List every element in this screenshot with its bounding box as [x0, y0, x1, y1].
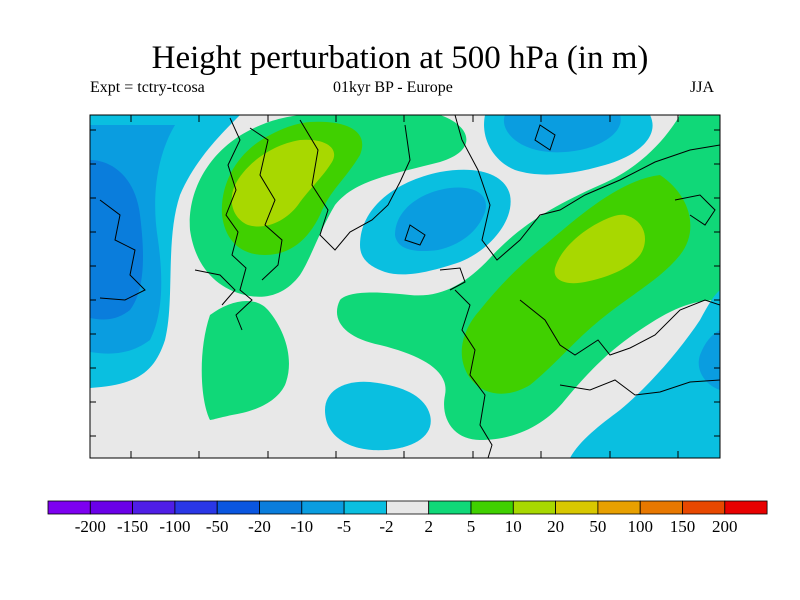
contour-neg-south	[570, 290, 720, 458]
legend-color-box	[428, 500, 472, 515]
contour-neg5-northeast	[503, 115, 621, 153]
contour-pos10-southeast	[554, 214, 645, 284]
legend-color-box	[301, 500, 345, 515]
contour-neg10-west	[90, 160, 143, 320]
legend-label: -2	[379, 517, 393, 536]
legend-label: -150	[117, 517, 148, 536]
legend-label: 200	[712, 517, 738, 536]
contour-pos-southwest	[201, 300, 289, 420]
legend-label: -20	[248, 517, 271, 536]
experiment-label: Expt = tctry-tcosa	[90, 79, 205, 96]
contour-neg-bottom	[325, 381, 431, 451]
legend-color-box	[682, 500, 726, 515]
period-label: 01kyr BP - Europe	[333, 79, 453, 96]
legend-label: 100	[627, 517, 653, 536]
legend-label: 150	[670, 517, 696, 536]
contour-neg5-south	[698, 330, 720, 390]
map-frame	[89, 114, 721, 459]
legend-color-box	[47, 500, 91, 515]
legend-label: 50	[589, 517, 606, 536]
legend-color-box	[597, 500, 641, 515]
legend-color-box	[385, 500, 430, 515]
legend-label: -200	[75, 517, 106, 536]
contour-neg5-center	[395, 187, 486, 252]
map-title: Height perturbation at 500 hPa (in m)	[151, 40, 649, 76]
legend-color-box	[724, 500, 768, 515]
legend-label: -5	[337, 517, 351, 536]
legend-color-box	[132, 500, 176, 515]
legend-label: 2	[424, 517, 433, 536]
legend-label: -100	[159, 517, 190, 536]
season-label: JJA	[690, 79, 715, 96]
legend-color-box	[343, 500, 387, 515]
coastlines	[99, 115, 720, 458]
legend-color-box	[470, 500, 514, 515]
legend-color-box	[259, 500, 303, 515]
legend-label: 10	[505, 517, 522, 536]
legend-color-box	[216, 500, 260, 515]
legend-label: -50	[206, 517, 229, 536]
legend-color-box	[639, 500, 683, 515]
legend-color-box	[512, 500, 556, 515]
legend-label: 20	[547, 517, 564, 536]
legend-color-box	[555, 500, 599, 515]
legend-color-box	[89, 500, 134, 515]
contour-fields	[90, 115, 720, 458]
legend-label: -10	[290, 517, 313, 536]
frame-ticks	[90, 115, 720, 458]
contour-pos10-north	[231, 139, 335, 227]
legend-color-box	[174, 500, 218, 515]
legend-label: 5	[467, 517, 476, 536]
